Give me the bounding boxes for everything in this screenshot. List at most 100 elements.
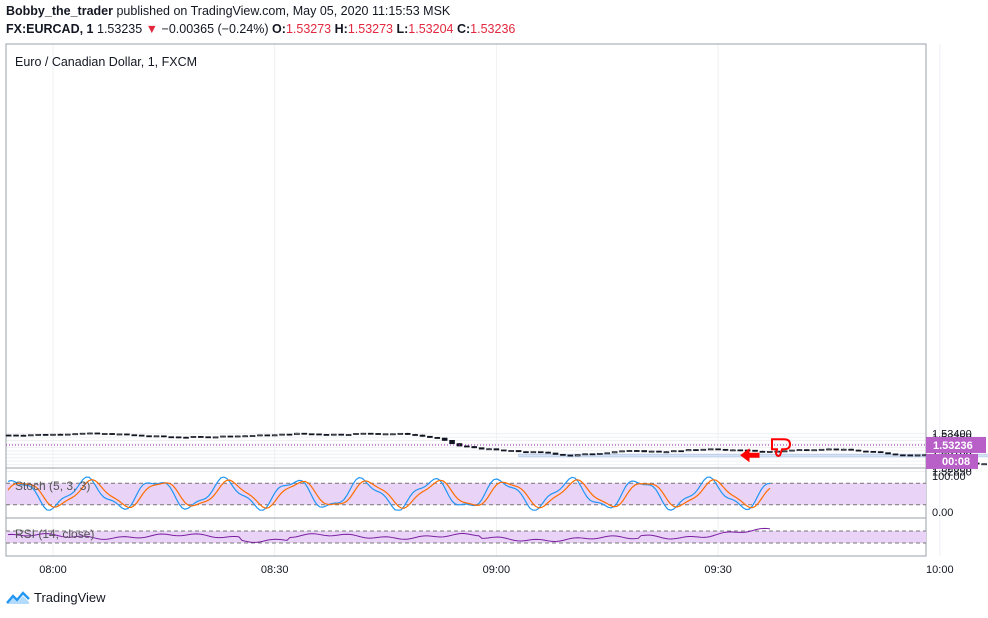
candle [722,448,729,451]
candle-body [619,450,625,453]
last-price: 1.53235 [97,22,143,36]
candle-body [552,452,559,455]
candle-body [508,450,514,452]
candle-body [42,433,49,436]
author-name[interactable]: Bobby_the_trader [6,4,113,18]
candle-body [205,436,211,439]
candle [434,436,441,439]
candle [168,436,175,439]
candle [781,450,788,453]
candle [796,449,803,452]
x-tick-label: 10:00 [926,564,954,576]
candle [619,450,625,453]
candle [530,451,537,454]
candle-body [375,433,381,435]
candle [670,450,677,453]
candle-body [64,433,71,436]
candle-body [234,435,241,438]
candle-body [685,449,692,452]
candle-body [441,437,448,441]
candle [486,448,492,451]
candle [220,435,226,438]
candle [116,433,123,436]
candle [190,435,197,438]
candle [212,436,219,439]
candle [597,452,603,455]
candle [545,451,551,454]
candle-body [530,451,537,454]
candle [382,433,389,436]
candle [138,434,145,437]
candle-body [877,451,884,454]
candle [109,433,115,435]
candle-body [811,449,817,452]
candle [79,432,86,435]
x-tick-label: 08:00 [39,564,67,576]
candle [907,454,914,457]
candle [870,450,877,453]
candle [35,433,42,436]
annotation-markers [740,438,792,463]
candle-body [367,432,374,435]
ohlc-line: FX:EURCAD, 1 1.53235 ▼ −0.00365 (−0.24%)… [6,22,515,36]
candle-body [175,436,182,439]
candle-body [146,435,152,438]
candle [331,433,337,436]
candle-body [353,433,359,435]
candle-body [20,434,27,437]
candle-body [50,433,56,436]
candle [412,433,418,436]
candle-body [382,433,389,436]
publisher-line: Bobby_the_trader published on TradingVie… [6,4,450,18]
candle-body [449,439,455,444]
candle-body [848,448,854,451]
candle [404,432,411,435]
candle [811,449,817,452]
candle-body [161,435,167,438]
candle [153,435,160,438]
candle [242,435,248,438]
candle [826,448,832,451]
candle-body [279,433,285,436]
candle-body [227,435,234,438]
candle [50,433,56,436]
candle [634,450,640,452]
stoch-level-label: 0.00 [932,507,953,519]
x-tick-label: 08:30 [261,564,289,576]
candle [13,434,19,437]
candle [582,453,588,456]
x-tick-label: 09:30 [704,564,732,576]
candle [183,436,189,439]
tradingview-footer[interactable]: TradingView [6,590,106,605]
candle-body [641,450,647,453]
tradingview-logo-icon [6,590,30,604]
candle-body [523,451,529,454]
plot-border [5,43,927,557]
candle [648,450,655,453]
candle [227,435,234,438]
candle-body [767,451,773,453]
candle [560,453,566,456]
candle-body [892,453,899,456]
candle-body [678,450,684,453]
candle [131,434,138,437]
candle [345,434,352,436]
candle [264,434,271,437]
high-value: 1.53273 [347,22,393,36]
candle-body [271,434,278,437]
candle-body [589,453,596,456]
candle-body [87,432,93,435]
candle-body [885,452,891,455]
candle-body [197,436,204,438]
candle [308,433,315,436]
candle [693,449,699,452]
candle [94,432,101,435]
stoch-d-line [7,478,771,509]
candle-body [138,434,145,437]
candle [294,432,300,436]
candle [818,448,825,451]
candle-body [486,448,492,451]
candle-body [360,432,367,435]
candle-body [345,434,352,436]
